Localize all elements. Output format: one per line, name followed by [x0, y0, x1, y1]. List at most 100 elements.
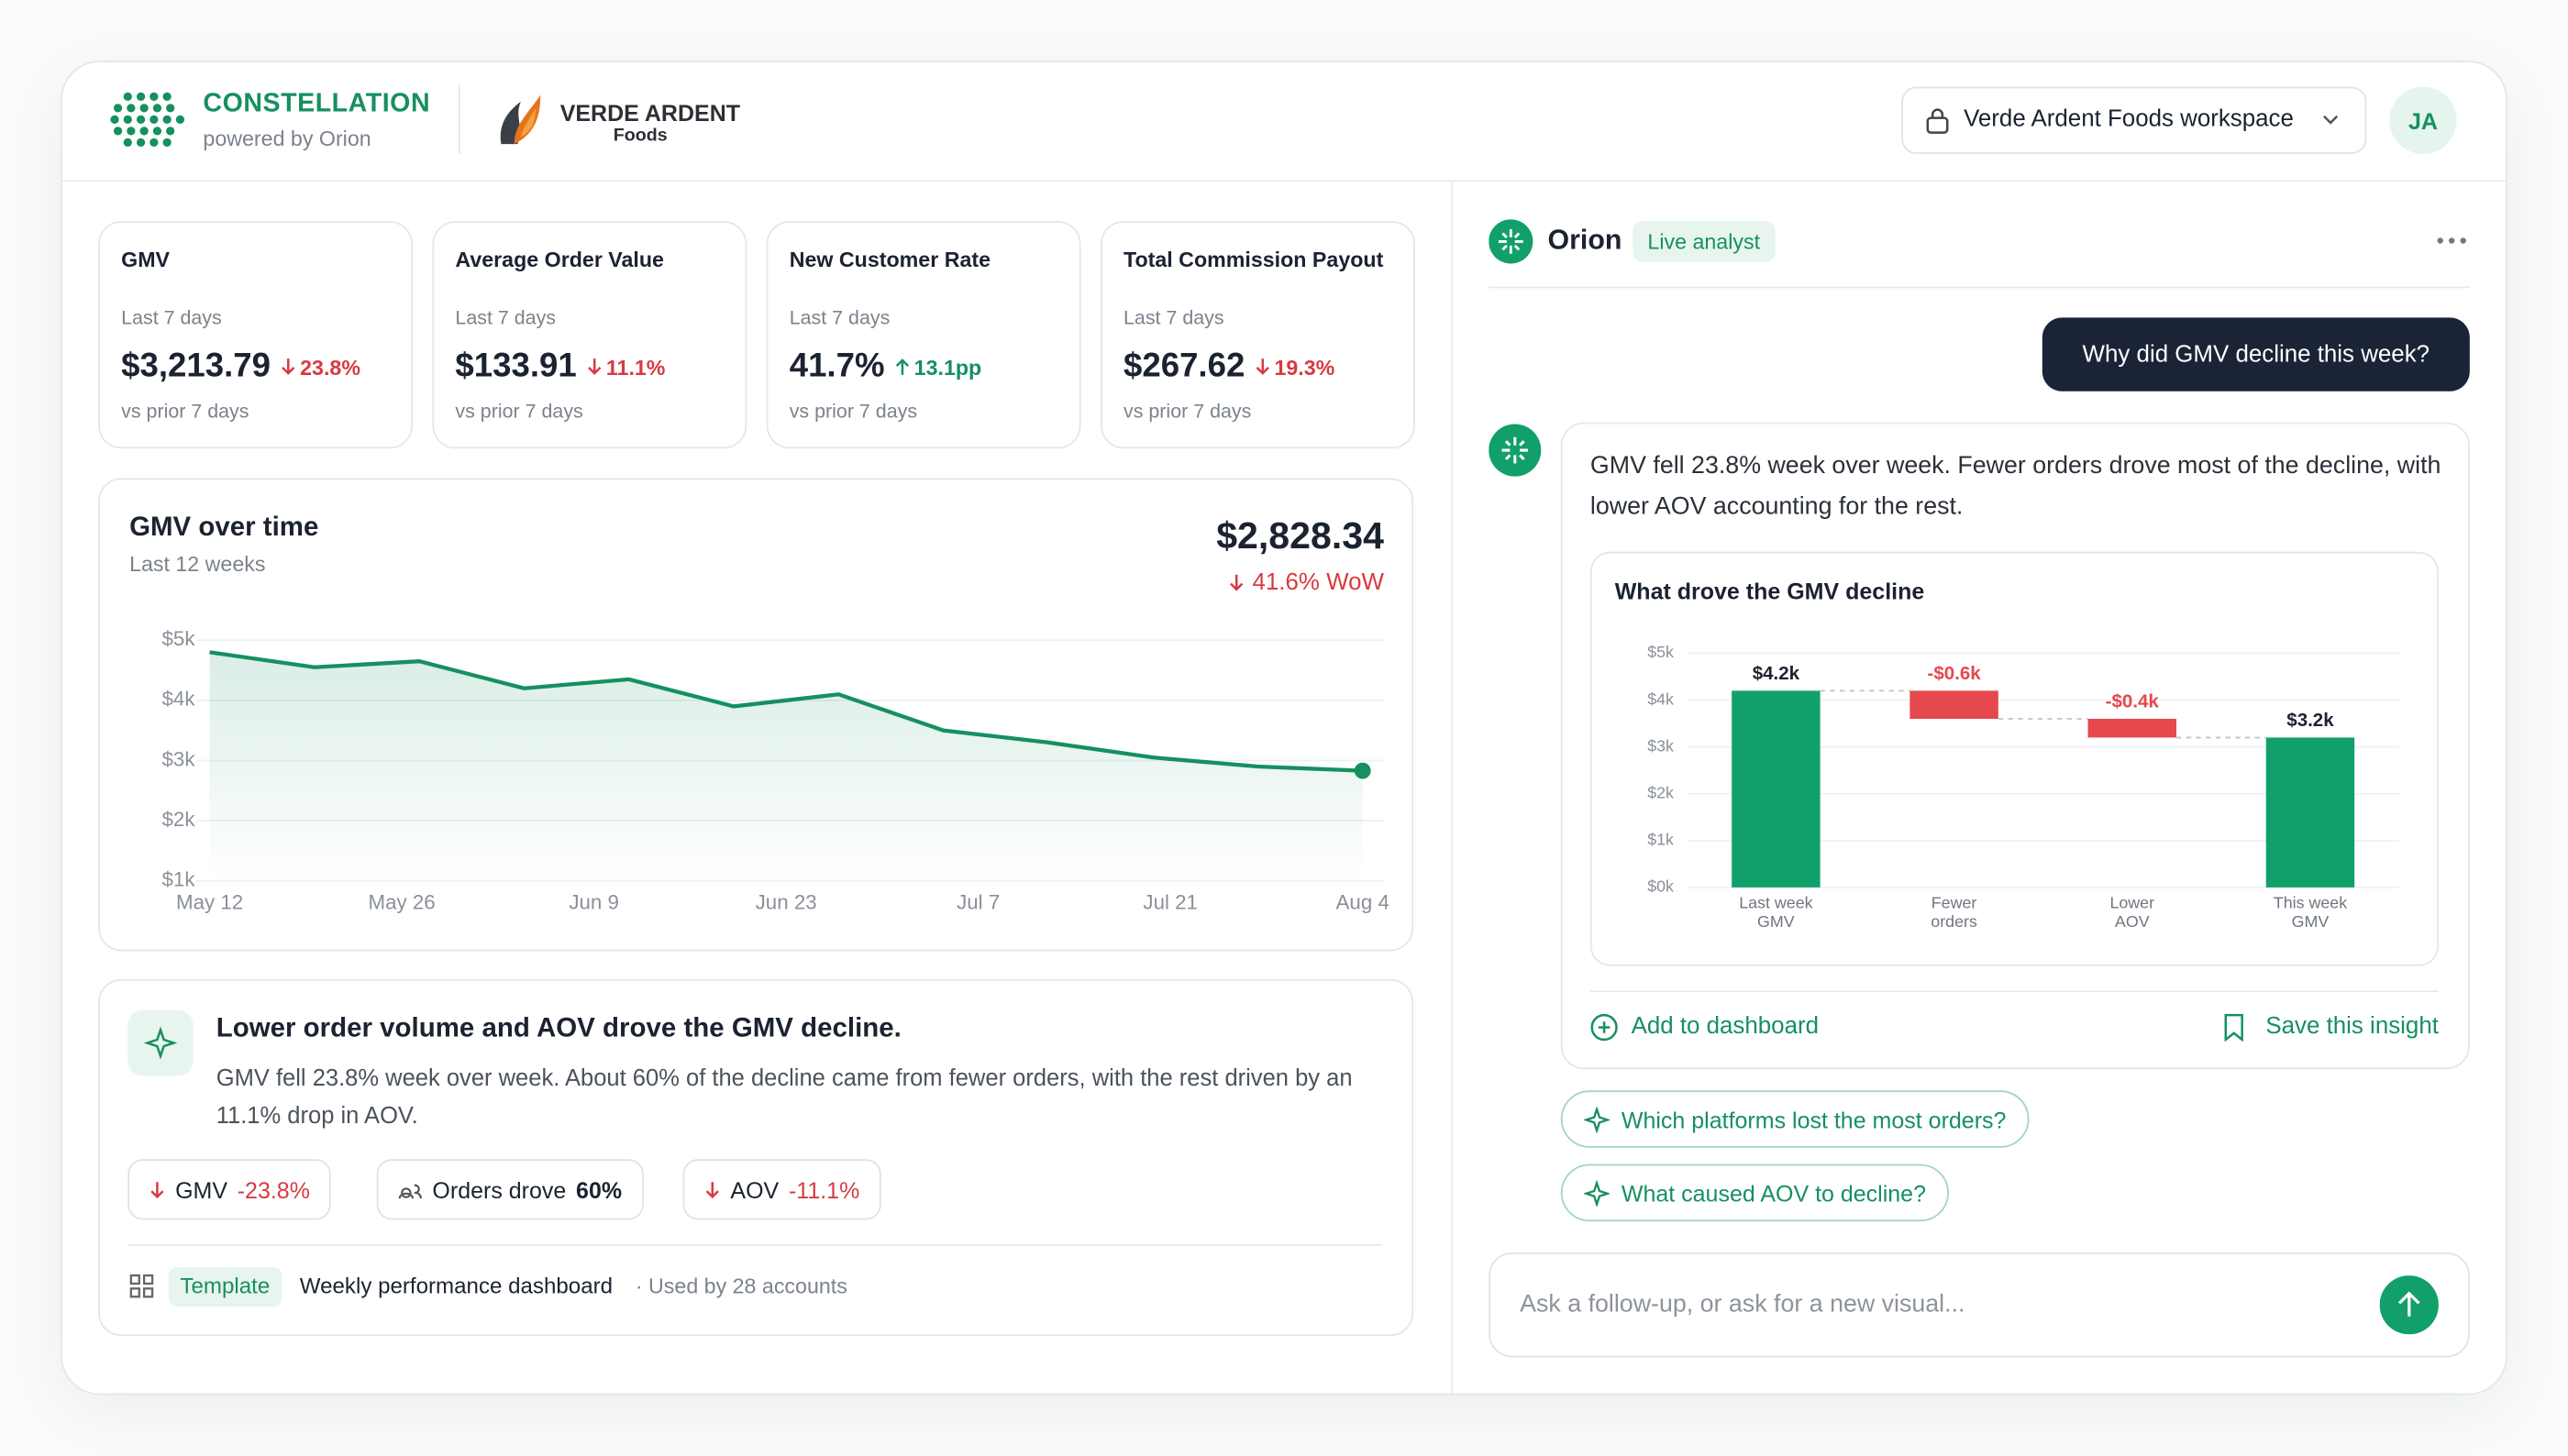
answer-divider [1589, 990, 2439, 993]
waterfall-title: What drove the GMV decline [1614, 578, 1925, 604]
kpi-card: Total Commission Payout Last 7 days $267.6… [1100, 221, 1415, 449]
kpi-value: $133.91 [455, 347, 577, 385]
metric-chip: AOV -11.1% [682, 1159, 881, 1220]
chip-label: GMV [175, 1176, 228, 1203]
headline-change-text: 41.6% WoW [1252, 569, 1384, 596]
kpi-title: Average Order Value [455, 247, 664, 272]
sparkle-path [1583, 1179, 1611, 1207]
kpi-change-text: 23.8% [300, 354, 360, 380]
kpi-compare: vs prior 7 days [121, 399, 249, 423]
users-icon [398, 1184, 422, 1199]
arrow-icon [282, 358, 295, 375]
kpi-title: New Customer Rate [789, 247, 991, 272]
arrow-path [150, 1181, 164, 1198]
bot-avatar [1489, 424, 1542, 477]
more-menu[interactable] [2435, 234, 2468, 247]
kpi-change: 13.1pp [894, 354, 982, 380]
assistant-divider [1489, 286, 2470, 289]
template-usage: · Used by 28 accounts [635, 1274, 847, 1299]
kpi-title: GMV [121, 247, 171, 272]
kpi-value-row: $3,213.79 23.8% [121, 347, 360, 387]
answer-text: GMV fell 23.8% week over week. Fewer ord… [1589, 451, 2441, 520]
kpi-value-row: $133.91 11.1% [455, 347, 665, 387]
chip-value: -23.8% [237, 1176, 310, 1203]
kpi-card: GMV Last 7 days $3,213.79 23.8% vs prior 7 d… [98, 221, 413, 449]
suggestion-text: Which platforms lost the most orders? [1621, 1106, 2007, 1132]
avatar[interactable]: JA [2389, 86, 2457, 154]
kpi-period: Last 7 days [789, 305, 891, 329]
kpi-value: 41.7% [789, 347, 885, 385]
arrow-path [705, 1181, 719, 1198]
input-placeholder: Ask a follow-up, or ask for a new visual… [1520, 1290, 1965, 1318]
kpi-period: Last 7 days [121, 305, 222, 329]
insight-body: GMV fell 23.8% week over week. About 60%… [216, 1065, 1353, 1131]
kpi-card: New Customer Rate Last 7 days 41.7% 13.1pp v… [766, 221, 1081, 449]
template-name[interactable]: Weekly performance dashboard [299, 1274, 614, 1299]
suggestion-chip[interactable]: Which platforms lost the most orders? [1560, 1090, 2030, 1148]
workspace-selector[interactable] [1901, 86, 2367, 154]
client-sub: Foods [613, 126, 668, 146]
headline-change: 41.6% WoW [982, 569, 1384, 596]
bookmark-icon [2224, 1013, 2243, 1042]
chat-input[interactable] [1489, 1252, 2470, 1358]
add-to-dashboard[interactable]: Add to dashboard [1631, 1013, 1820, 1040]
client-logo [500, 94, 541, 145]
chart-headline: $2,828.34 [1216, 513, 1384, 557]
arrow-icon [896, 358, 910, 375]
kpi-compare: vs prior 7 days [455, 399, 583, 423]
chart-title: GMV over time [129, 512, 319, 543]
sparkle-icon [1583, 1106, 1611, 1132]
arrow-icon [588, 358, 602, 375]
assistant-status: Live analyst [1633, 221, 1776, 262]
add-icon [1590, 1013, 1618, 1042]
suggestion-chip[interactable]: What caused AOV to decline? [1560, 1164, 1949, 1222]
template-badge: Template [168, 1267, 282, 1307]
chip-value: 60% [576, 1176, 623, 1203]
kpi-compare: vs prior 7 days [789, 399, 918, 423]
kpi-card: Average Order Value Last 7 days $133.91 11.… [432, 221, 747, 449]
kpi-change-text: 13.1pp [913, 354, 982, 380]
workspace-name: Verde Ardent Foods workspace [1964, 106, 2294, 133]
kpi-period: Last 7 days [1123, 305, 1224, 329]
insight-card [98, 978, 1414, 1337]
chevron-icon [2323, 115, 2339, 125]
chip-value: -11.1% [788, 1176, 860, 1203]
kpi-period: Last 7 days [455, 305, 557, 329]
brand-logo [110, 92, 185, 147]
orion-icon [1489, 219, 1533, 264]
kpi-value-row: $267.62 19.3% [1124, 347, 1334, 387]
column-divider [1451, 182, 1453, 1395]
kpi-change: 23.8% [281, 354, 360, 380]
brand-divider [458, 84, 460, 154]
arrow-path [1256, 358, 1270, 375]
chip-label: Orders drove [432, 1176, 567, 1203]
waterfall-card [1589, 551, 2439, 966]
kpi-value-row: 41.7% 13.1pp [790, 347, 982, 387]
sparkle-icon [1583, 1179, 1611, 1207]
sparkle-path [1583, 1106, 1611, 1132]
kpi-value: $267.62 [1123, 347, 1245, 385]
kpi-change: 11.1% [586, 354, 666, 380]
assistant-name: Orion [1547, 224, 1622, 256]
save-insight[interactable]: Save this insight [2265, 1013, 2439, 1040]
suggestion-text: What caused AOV to decline? [1621, 1179, 1926, 1207]
arrow-icon [1229, 574, 1243, 591]
arrow-icon [705, 1181, 719, 1198]
lock-icon [1926, 108, 1949, 134]
users-path [398, 1184, 422, 1199]
chip-label: AOV [730, 1176, 780, 1203]
sparkle-icon [144, 1026, 177, 1060]
template-icon [129, 1274, 154, 1298]
header-divider [61, 180, 2507, 182]
brand-tagline: powered by Orion [203, 126, 371, 151]
send-button[interactable] [2379, 1275, 2439, 1335]
insight-icon [127, 1009, 194, 1076]
arrow-icon [1256, 358, 1270, 375]
arrow-path [282, 358, 295, 375]
kpi-change-text: 11.1% [605, 354, 666, 380]
insight-divider [127, 1244, 1383, 1246]
metric-chip: GMV -23.8% [127, 1159, 332, 1220]
arrow-path [588, 358, 602, 375]
